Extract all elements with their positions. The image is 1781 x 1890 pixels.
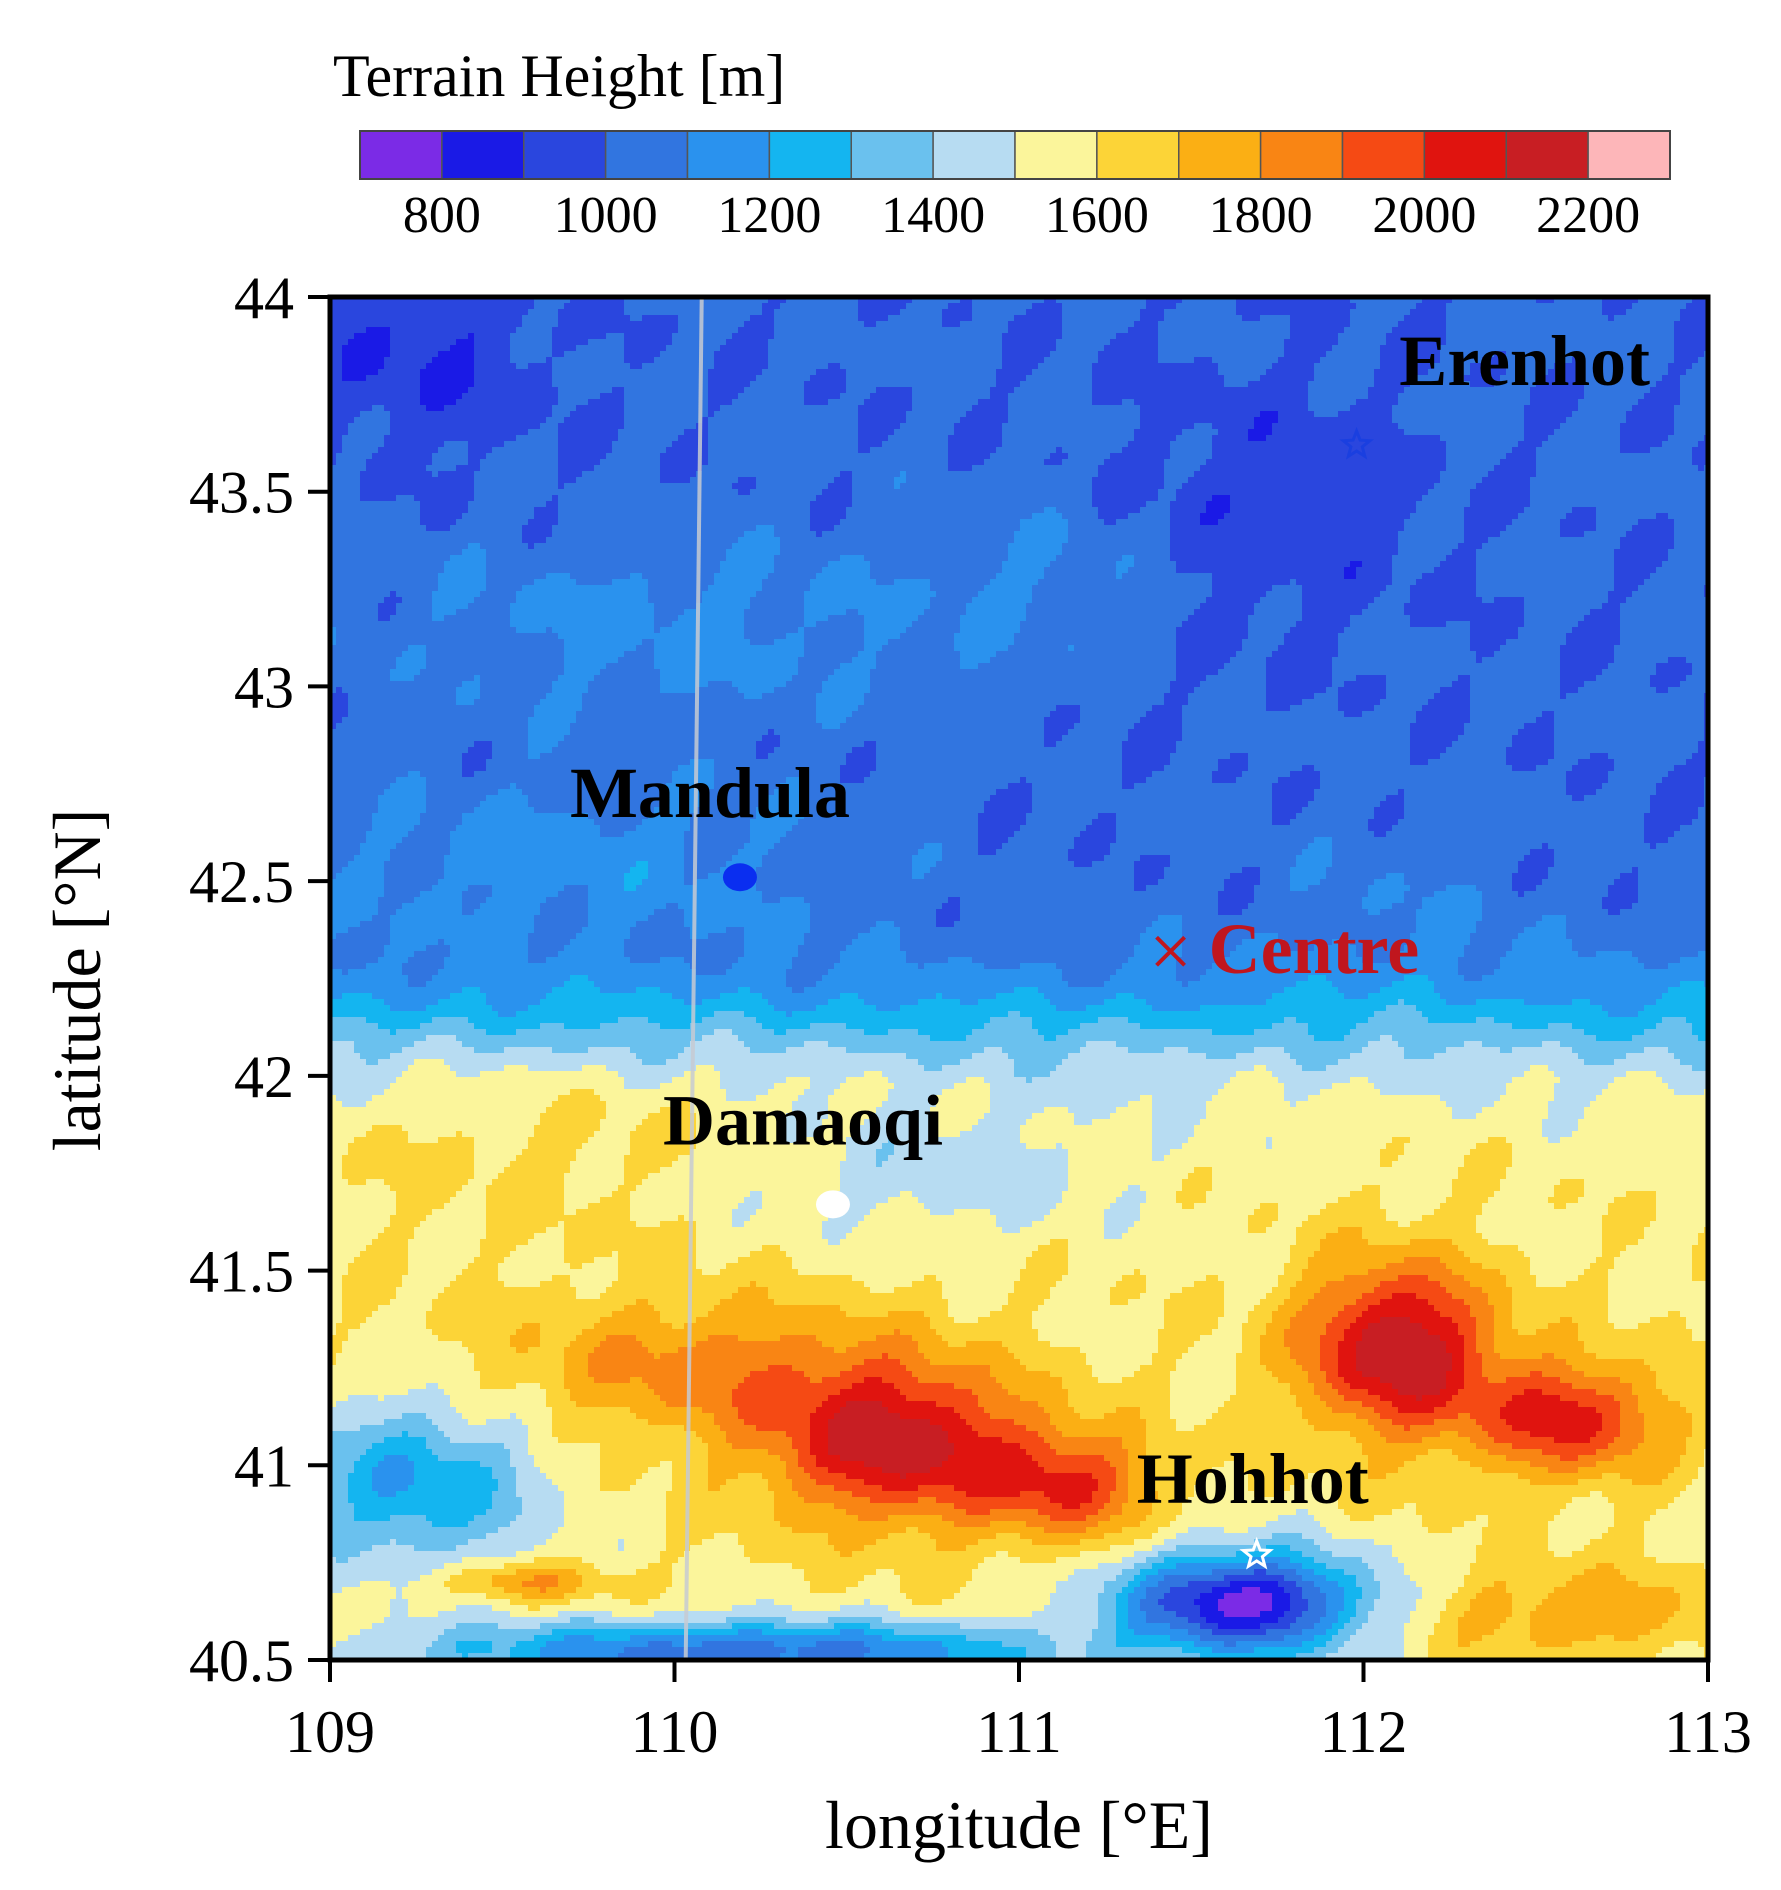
colorbar-swatch	[1423, 130, 1507, 180]
colorbar-tick-label: 800	[403, 187, 481, 244]
y-tick-label: 43.5	[189, 460, 294, 526]
y-tick-label: 41	[234, 1433, 294, 1499]
colorbar-frame	[359, 130, 1671, 180]
mandula-label: Mandula	[570, 753, 850, 833]
erenhot-marker	[1339, 426, 1374, 460]
terrain-map	[330, 297, 1708, 1660]
erenhot-label: Erenhot	[1399, 321, 1650, 401]
damaoqi-label: Damaoqi	[663, 1080, 943, 1160]
hohhot-marker	[1239, 1536, 1274, 1570]
centre-label: Centre	[1209, 909, 1420, 989]
meridian-line	[683, 296, 704, 1661]
hohhot-label: Hohhot	[1137, 1439, 1369, 1519]
y-tick-label: 43	[234, 654, 294, 720]
colorbar-swatch	[1014, 130, 1098, 180]
colorbar-swatch	[604, 130, 689, 180]
x-axis: 109 110 111 112 113	[285, 1660, 1752, 1765]
colorbar-swatch	[932, 130, 1016, 180]
colorbar-swatch	[686, 130, 771, 180]
mandula-marker	[722, 863, 757, 892]
colorbar-swatch	[1505, 130, 1589, 180]
x-tick-label: 110	[631, 1699, 719, 1765]
y-tick-label: 41.5	[189, 1239, 294, 1305]
y-axis: 40.5 41 41.5 42 42.5 43 43.5 44	[189, 265, 330, 1694]
colorbar-swatch	[1096, 130, 1180, 180]
colorbar-swatch	[1341, 130, 1426, 180]
x-axis-label: longitude [°E]	[825, 1787, 1213, 1863]
colorbar	[359, 130, 1671, 180]
location-labels: Erenhot Mandula Centre Damaoqi Hohhot	[570, 321, 1650, 1519]
y-axis-label: latitude [°N]	[39, 809, 115, 1152]
x-tick-label: 113	[1664, 1699, 1752, 1765]
y-tick-label: 42	[234, 1044, 294, 1110]
x-tick-label: 111	[976, 1699, 1062, 1765]
colorbar-tick-label: 1400	[881, 187, 985, 244]
colorbar-swatch	[441, 130, 525, 180]
colorbar-swatch	[768, 130, 852, 180]
location-markers	[722, 426, 1374, 1570]
colorbar-swatch	[1178, 130, 1262, 180]
colorbar-ticks: 800 1000 1200 1400 1600 1800 2000 2200	[403, 187, 1640, 244]
colorbar-swatch	[523, 130, 607, 180]
y-tick-label: 44	[234, 265, 294, 331]
colorbar-swatch	[1587, 130, 1671, 180]
colorbar-tick-label: 1200	[717, 187, 821, 244]
colorbar-swatch	[1259, 130, 1344, 180]
colorbar-tick-label: 2000	[1372, 187, 1476, 244]
colorbar-tick-label: 1600	[1045, 187, 1149, 244]
colorbar-title: Terrain Height [m]	[333, 43, 785, 109]
colorbar-tick-label: 2200	[1536, 187, 1640, 244]
damaoqi-marker	[815, 1190, 850, 1219]
x-tick-label: 112	[1320, 1699, 1408, 1765]
colorbar-swatch	[359, 130, 443, 180]
colorbar-tick-label: 1000	[554, 187, 658, 244]
x-tick-label: 109	[285, 1699, 375, 1765]
colorbar-tick-label: 1800	[1209, 187, 1313, 244]
centre-marker	[1155, 935, 1186, 967]
y-tick-label: 42.5	[189, 849, 294, 915]
y-tick-label: 40.5	[189, 1628, 294, 1694]
colorbar-swatch	[850, 130, 934, 180]
